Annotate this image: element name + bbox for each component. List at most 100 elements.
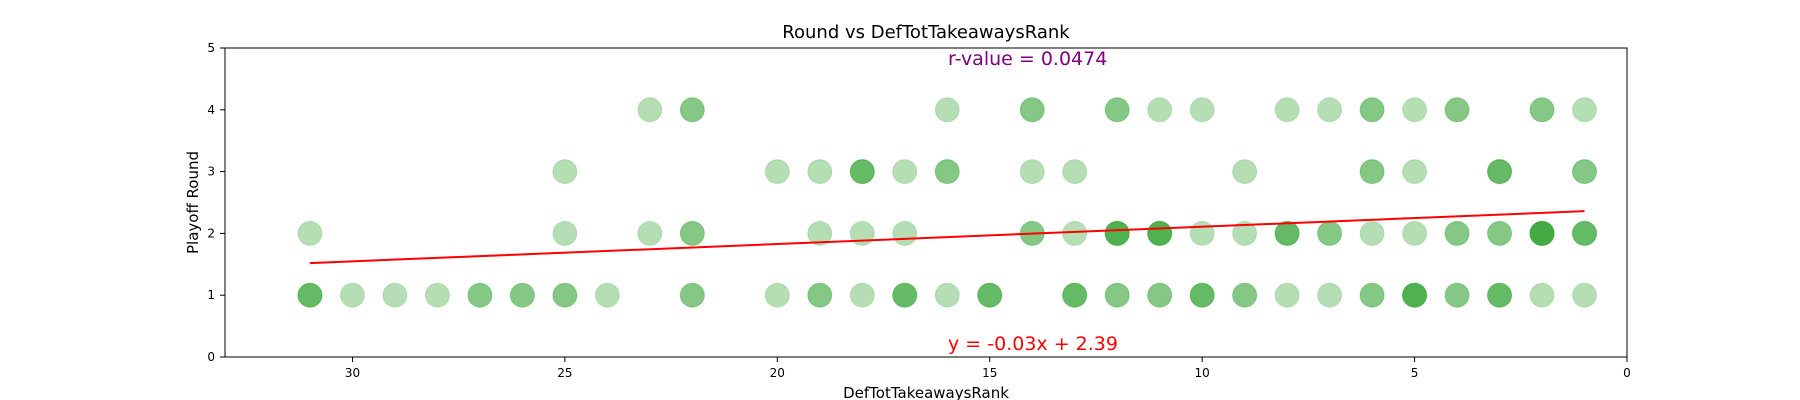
data-point [1529, 220, 1555, 246]
data-point [552, 282, 578, 308]
data-point [892, 282, 918, 308]
r-value-annotation: r-value = 0.0474 [948, 48, 1107, 70]
data-point [1104, 220, 1130, 246]
data-point [892, 282, 918, 308]
data-points [297, 97, 1598, 308]
data-point [1572, 282, 1598, 308]
data-point [1274, 220, 1300, 246]
data-point [1189, 97, 1215, 123]
data-point [1104, 220, 1130, 246]
data-point [764, 282, 790, 308]
data-point [1487, 159, 1513, 185]
data-point [849, 159, 875, 185]
data-point [1529, 97, 1555, 123]
data-point [1572, 97, 1598, 123]
y-axis: 0 1 2 3 4 5 [207, 41, 225, 364]
data-point [849, 282, 875, 308]
data-point [1402, 282, 1428, 308]
data-point [1529, 97, 1555, 123]
data-point [1104, 97, 1130, 123]
data-point [1274, 220, 1300, 246]
data-point [1402, 282, 1428, 308]
data-point [1104, 97, 1130, 123]
data-point [1444, 220, 1470, 246]
data-point [1529, 282, 1555, 308]
data-point [679, 220, 705, 246]
x-tick-label: 25 [557, 366, 572, 380]
data-point [934, 282, 960, 308]
data-point [1274, 97, 1300, 123]
data-point [679, 282, 705, 308]
data-point [339, 282, 365, 308]
data-point [1104, 220, 1130, 246]
x-tick-label: 0 [1623, 366, 1631, 380]
data-point [424, 282, 450, 308]
data-point [849, 159, 875, 185]
data-point [934, 159, 960, 185]
data-point [807, 159, 833, 185]
data-point [1062, 282, 1088, 308]
data-point [977, 282, 1003, 308]
data-point [1062, 220, 1088, 246]
data-point [1487, 159, 1513, 185]
data-point [1487, 282, 1513, 308]
data-point [1232, 282, 1258, 308]
data-point [679, 97, 705, 123]
data-point [807, 282, 833, 308]
data-point [1019, 159, 1045, 185]
data-point [297, 220, 323, 246]
data-point [382, 282, 408, 308]
data-point [1189, 282, 1215, 308]
data-point [977, 282, 1003, 308]
data-point [1572, 159, 1598, 185]
data-point [1572, 220, 1598, 246]
data-point [934, 97, 960, 123]
y-tick-label: 5 [207, 41, 215, 55]
data-point [1317, 282, 1343, 308]
data-point [1444, 282, 1470, 308]
data-point [679, 220, 705, 246]
data-point [892, 282, 918, 308]
data-point [1274, 220, 1300, 246]
data-point [1147, 220, 1173, 246]
data-point [1444, 97, 1470, 123]
data-point [892, 220, 918, 246]
data-point [1529, 220, 1555, 246]
data-point [1487, 220, 1513, 246]
data-point [1019, 97, 1045, 123]
data-point [637, 220, 663, 246]
data-point [1232, 159, 1258, 185]
data-point [1529, 220, 1555, 246]
y-tick-label: 3 [207, 165, 215, 179]
x-tick-label: 15 [982, 366, 997, 380]
data-point [1317, 97, 1343, 123]
data-point [1402, 282, 1428, 308]
x-tick-label: 30 [345, 366, 360, 380]
data-point [1529, 220, 1555, 246]
data-point [509, 282, 535, 308]
data-point [1529, 220, 1555, 246]
data-point [1104, 282, 1130, 308]
data-point [637, 97, 663, 123]
data-point [1572, 220, 1598, 246]
data-point [297, 282, 323, 308]
data-point [1189, 220, 1215, 246]
data-point [1232, 220, 1258, 246]
data-point [1104, 282, 1130, 308]
y-tick-label: 2 [207, 226, 215, 240]
data-point [1487, 282, 1513, 308]
data-point [552, 220, 578, 246]
x-tick-label: 5 [1411, 366, 1419, 380]
data-point [1444, 220, 1470, 246]
data-point [1062, 159, 1088, 185]
data-point [679, 97, 705, 123]
data-point [552, 282, 578, 308]
y-tick-label: 4 [207, 103, 215, 117]
data-point [467, 282, 493, 308]
plot-area-frame [224, 47, 1628, 358]
data-point [849, 159, 875, 185]
data-point [892, 159, 918, 185]
data-point [297, 282, 323, 308]
data-point [1189, 282, 1215, 308]
y-tick-label: 0 [207, 350, 215, 364]
